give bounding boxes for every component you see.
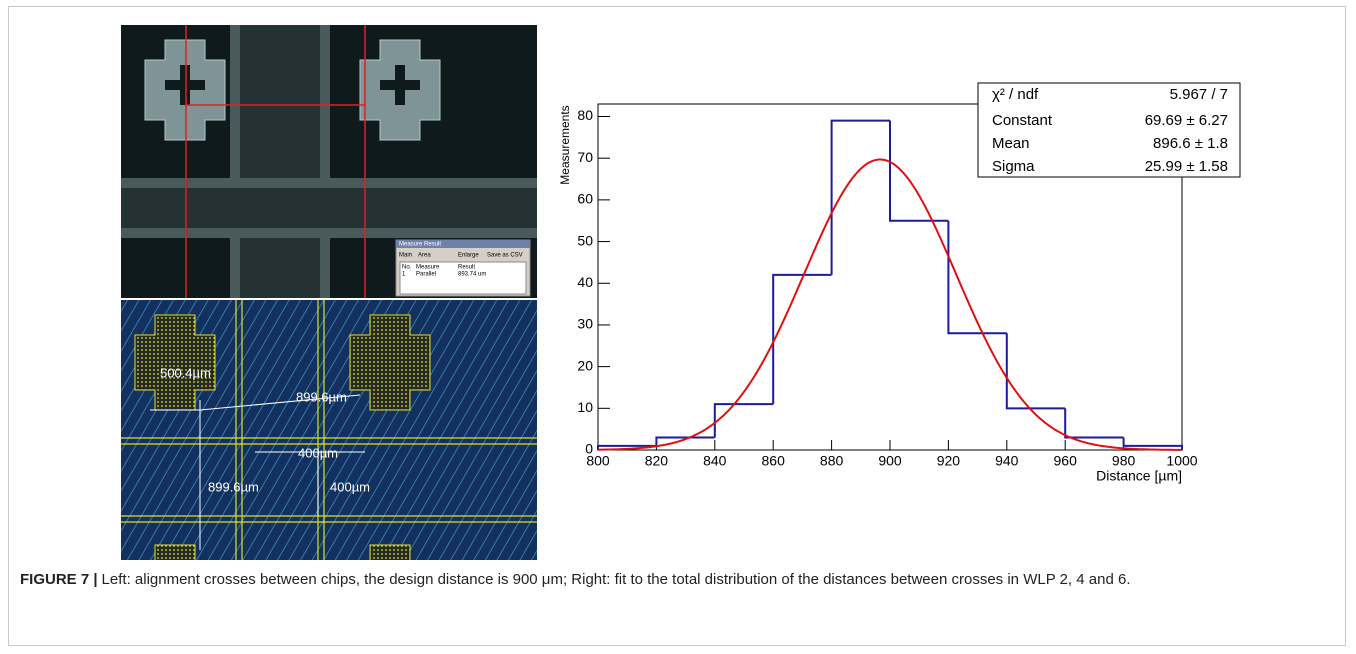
column-header: Result	[458, 265, 475, 271]
dimension-label: 899.6µm	[296, 389, 347, 404]
y-axis-label: Measurements	[558, 105, 572, 184]
x-tick-label: 920	[937, 453, 961, 469]
stats-label: Mean	[992, 135, 1030, 152]
x-tick-label: 880	[820, 453, 844, 469]
histogram-chart: Distance [µm] Measurements 0102030405060…	[558, 83, 1240, 484]
x-tick-label: 960	[1054, 453, 1078, 469]
stats-label: χ² / ndf	[992, 86, 1039, 103]
x-tick-label: 820	[645, 453, 669, 469]
y-tick-label: 40	[577, 274, 593, 290]
window-title: Measure Result	[399, 242, 441, 248]
y-tick-label: 70	[577, 149, 593, 165]
tab[interactable]: Main	[399, 253, 412, 259]
layout-schematic	[121, 300, 537, 560]
x-axis-label: Distance [µm]	[1096, 468, 1182, 484]
figure: Measure Result Main Area Enlarge Save as…	[0, 0, 1356, 560]
stats-label: Sigma	[992, 158, 1035, 175]
y-tick-label: 10	[577, 399, 593, 415]
dimension-label: 500.4µm	[160, 365, 211, 380]
column-header: Measure	[416, 265, 440, 271]
y-tick-label: 30	[577, 316, 593, 332]
tab[interactable]: Area	[418, 253, 431, 259]
checkbox[interactable]: Enlarge	[458, 253, 479, 259]
dimension-label: 400µm	[330, 479, 370, 494]
histogram-bin	[890, 121, 948, 221]
histogram-bin	[1007, 333, 1065, 408]
histogram-bin	[1065, 408, 1123, 437]
y-tick-label: 80	[577, 107, 593, 123]
cell: 893.74 um	[458, 272, 486, 278]
page: {"left_panel": { "measure_window": {"tit…	[0, 0, 1356, 654]
y-tick-label: 20	[577, 357, 593, 373]
x-tick-label: 800	[586, 453, 610, 469]
histogram-bin	[715, 404, 773, 437]
stats-value: 25.99 ± 1.58	[1145, 158, 1228, 175]
caption: FIGURE 7 |Left: alignment crosses betwee…	[20, 568, 1330, 592]
stats-value: 69.69 ± 6.27	[1145, 112, 1228, 129]
x-tick-label: 980	[1112, 453, 1136, 469]
x-tick-label: 860	[762, 453, 786, 469]
caption-label: FIGURE 7 |	[20, 571, 98, 588]
caption-text: Left: alignment crosses between chips, t…	[102, 571, 1131, 588]
histogram-bin	[773, 275, 831, 404]
y-tick-label: 60	[577, 191, 593, 207]
x-tick-label: 840	[703, 453, 727, 469]
x-tick-label: 900	[878, 453, 902, 469]
dimension-label: 899.6µm	[208, 479, 259, 494]
x-tick-label: 940	[995, 453, 1019, 469]
button[interactable]: Save as CSV	[487, 253, 523, 259]
stats-value: 5.967 / 7	[1170, 86, 1228, 103]
x-tick-label: 1000	[1166, 453, 1197, 469]
stats-value: 896.6 ± 1.8	[1153, 135, 1228, 152]
stats-label: Constant	[992, 112, 1053, 129]
y-tick-label: 50	[577, 232, 593, 248]
column-header: No.	[402, 265, 412, 271]
dimension-label: 400µm	[298, 445, 338, 460]
cell: Parallel	[416, 272, 436, 278]
